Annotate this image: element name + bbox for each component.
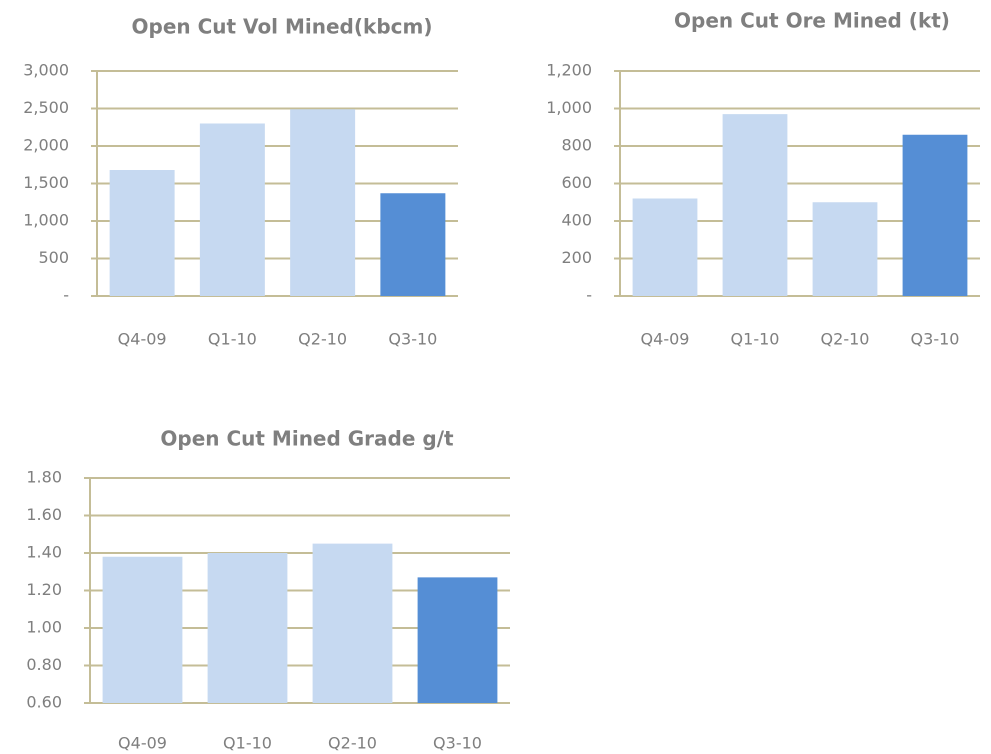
x-tick-label: Q3-10 (911, 330, 960, 349)
bar (199, 123, 265, 296)
y-tick-label: 1.20 (26, 580, 62, 599)
x-tick-label: Q2-10 (328, 734, 377, 753)
x-tick-label: Q2-10 (821, 330, 870, 349)
bar (207, 553, 288, 703)
y-tick-label: 1.00 (26, 618, 62, 637)
bar (312, 543, 393, 703)
y-tick-label: - (63, 286, 69, 305)
x-tick-label: Q4-09 (118, 330, 167, 349)
y-tick-label: - (586, 286, 592, 305)
bar (380, 193, 446, 296)
y-tick-label: 1.80 (26, 468, 62, 487)
bar (109, 170, 175, 296)
x-tick-label: Q1-10 (731, 330, 780, 349)
bar (290, 109, 356, 296)
x-tick-label: Q2-10 (298, 330, 347, 349)
chart-title: Open Cut Vol Mined(kbcm) (132, 15, 433, 39)
y-tick-label: 0.80 (26, 655, 62, 674)
y-tick-label: 400 (561, 211, 592, 230)
x-tick-label: Q1-10 (208, 330, 257, 349)
y-tick-label: 1.60 (26, 505, 62, 524)
y-tick-label: 1,000 (546, 98, 592, 117)
y-tick-label: 500 (38, 248, 69, 267)
bar (417, 577, 498, 703)
bar (902, 134, 968, 296)
bar (632, 198, 698, 296)
x-tick-label: Q3-10 (388, 330, 437, 349)
y-tick-label: 1,200 (546, 61, 592, 80)
y-tick-label: 2,000 (23, 136, 69, 155)
x-tick-label: Q3-10 (433, 734, 482, 753)
y-tick-label: 1.40 (26, 543, 62, 562)
bar (722, 114, 788, 296)
y-tick-label: 2,500 (23, 98, 69, 117)
y-tick-label: 200 (561, 248, 592, 267)
x-tick-label: Q4-09 (641, 330, 690, 349)
y-tick-label: 1,500 (23, 173, 69, 192)
y-tick-label: 1,000 (23, 211, 69, 230)
x-tick-label: Q1-10 (223, 734, 272, 753)
chart-title: Open Cut Mined Grade g/t (160, 427, 454, 451)
chart-title: Open Cut Ore Mined (kt) (674, 9, 950, 33)
bar (102, 556, 183, 703)
x-tick-label: Q4-09 (118, 734, 167, 753)
y-tick-label: 600 (561, 173, 592, 192)
bar (812, 202, 878, 296)
y-tick-label: 3,000 (23, 61, 69, 80)
y-tick-label: 0.60 (26, 693, 62, 712)
y-tick-label: 800 (561, 136, 592, 155)
